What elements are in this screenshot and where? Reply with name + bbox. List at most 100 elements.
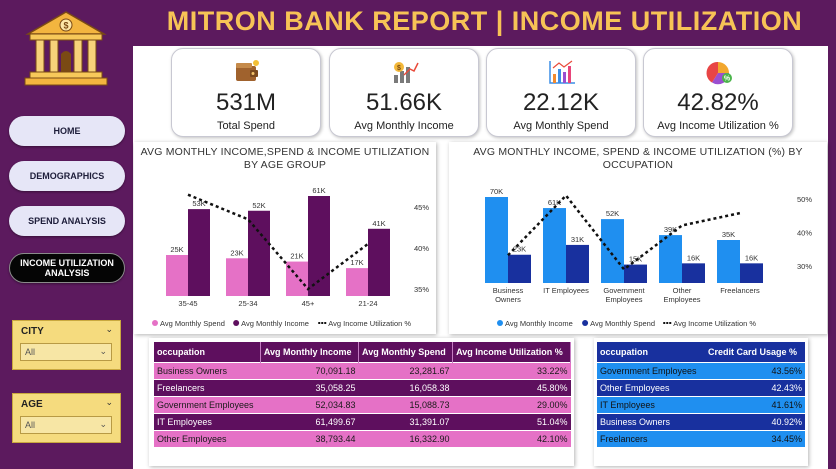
- data-label: 35K: [722, 230, 735, 239]
- table-cell: 70,091.18: [260, 361, 359, 379]
- x-tick-label: 45+: [302, 299, 315, 308]
- column-header[interactable]: Avg Monthly Income: [260, 342, 360, 362]
- table-header-row: occupation Avg Monthly Income Avg Monthly …: [154, 342, 571, 362]
- bar-avg-monthly-spend[interactable]: [624, 264, 647, 283]
- x-tick-label: Freelancers: [720, 286, 760, 295]
- column-header[interactable]: occupation: [597, 342, 705, 362]
- kpi-value: 42.82%: [677, 89, 759, 116]
- utilization-line[interactable]: [507, 193, 741, 272]
- y2-tick-label: 40%: [414, 244, 429, 253]
- table-row[interactable]: Other Employees 38,793.44 16,332.90 42.10%: [154, 429, 571, 447]
- bar-avg-monthly-spend[interactable]: [226, 258, 248, 296]
- table-cell: Government Employees: [597, 361, 705, 379]
- bar-avg-monthly-income[interactable]: [308, 196, 330, 296]
- y2-tick-label: 50%: [797, 195, 812, 204]
- bar-avg-monthly-income[interactable]: [188, 209, 210, 296]
- utilization-line[interactable]: [187, 193, 369, 291]
- data-label: 23K: [230, 248, 243, 257]
- legend-label: Avg Monthly Income: [505, 319, 573, 328]
- table-row[interactable]: Freelancers 34.45%: [597, 429, 805, 447]
- table-row[interactable]: Business Owners 40.92%: [597, 412, 805, 430]
- kpi-value: 51.66K: [365, 89, 443, 116]
- bar-avg-monthly-income[interactable]: [368, 228, 390, 296]
- nav-home-button[interactable]: HOME: [9, 116, 125, 146]
- table-cell: 15,088.73: [358, 395, 453, 413]
- table-row[interactable]: Freelancers 35,058.25 16,058.38 45.80%: [154, 378, 571, 396]
- pie-chart-icon: %: [706, 61, 732, 85]
- bar-avg-monthly-spend[interactable]: [740, 263, 763, 283]
- kpi-total-spend: 531M Total Spend: [171, 48, 321, 137]
- bar-avg-monthly-spend[interactable]: [508, 254, 531, 283]
- table-row[interactable]: Government Employees 52,034.83 15,088.73 29…: [154, 395, 571, 413]
- bar-avg-monthly-spend[interactable]: [346, 268, 368, 296]
- data-label: 25K: [170, 245, 183, 254]
- nav-demographics-button[interactable]: DEMOGRAPHICS: [9, 161, 125, 191]
- table-row[interactable]: Other Employees 42.43%: [597, 378, 805, 396]
- table-cell: IT Employees: [154, 412, 261, 430]
- table-cell: 16,058.38: [358, 378, 453, 396]
- nav-income-utilization-button[interactable]: INCOME UTILIZATION ANALYSIS: [9, 253, 125, 283]
- sidebar: $ HOME DEMOGRAPHICS SPEND ANALYSIS INCOM…: [0, 0, 133, 469]
- kpi-label: Total Spend: [216, 120, 276, 132]
- occupation-chart-panel: AVG MONTHLY INCOME, SPEND & INCOME UTILI…: [449, 142, 827, 334]
- y2-tick-label: 35%: [414, 285, 429, 294]
- kpi-label: Avg Income Utilization %: [657, 120, 779, 132]
- bar-avg-monthly-spend[interactable]: [566, 244, 589, 283]
- city-dropdown[interactable]: All ⌄: [20, 343, 112, 361]
- nav-income-label: INCOME UTILIZATION ANALYSIS: [20, 258, 114, 278]
- table-cell: 42.43%: [704, 378, 805, 396]
- nav-spend-analysis-button[interactable]: SPEND ANALYSIS: [9, 206, 125, 236]
- data-label: 17K: [350, 258, 363, 267]
- x-tick-label: Owners: [495, 295, 521, 304]
- bar-avg-monthly-spend[interactable]: [682, 263, 705, 283]
- svg-text:$: $: [63, 21, 68, 31]
- age-group-chart-title: AVG MONTHLY INCOME,SPEND & INCOME UTILIZ…: [140, 146, 430, 171]
- bar-avg-monthly-spend[interactable]: [286, 261, 308, 296]
- data-label: 52K: [252, 201, 265, 210]
- column-header[interactable]: Avg Monthly Spend: [358, 342, 454, 362]
- bar-chart-icon: [549, 60, 575, 84]
- table-cell: 34.45%: [704, 429, 805, 447]
- table-cell: 45.80%: [452, 378, 571, 396]
- bar-avg-monthly-income[interactable]: [659, 235, 682, 283]
- table-row[interactable]: Business Owners 70,091.18 23,281.67 33.22%: [154, 361, 571, 379]
- bar-avg-monthly-income[interactable]: [717, 240, 740, 283]
- column-header[interactable]: Avg Income Utilization %: [452, 342, 571, 362]
- legend-label: Avg Monthly Income: [241, 319, 309, 328]
- data-label: 52K: [606, 209, 619, 218]
- x-tick-label: 35-45: [178, 299, 197, 308]
- table-cell: 38,793.44: [260, 429, 359, 447]
- dropdown-arrow-icon: ⌄: [99, 346, 107, 356]
- table-row[interactable]: IT Employees 41.61%: [597, 395, 805, 413]
- wallet-icon: [236, 60, 259, 81]
- chevron-down-icon[interactable]: ⌄: [105, 324, 113, 334]
- table-cell: 41.61%: [704, 395, 805, 413]
- column-header[interactable]: occupation: [154, 342, 261, 362]
- data-label: 15K: [629, 255, 642, 264]
- table-row[interactable]: Government Employees 43.56%: [597, 361, 805, 379]
- age-dropdown[interactable]: All ⌄: [20, 416, 112, 434]
- table-cell: 16,332.90: [358, 429, 453, 447]
- occupation-chart-title: AVG MONTHLY INCOME, SPEND & INCOME UTILI…: [473, 146, 803, 171]
- bar-avg-monthly-income[interactable]: [485, 197, 508, 283]
- kpi-avg-income-utilization: % 42.82% Avg Income Utilization %: [643, 48, 793, 137]
- svg-text:$: $: [397, 65, 401, 72]
- bar-avg-monthly-income[interactable]: [601, 219, 624, 283]
- x-tick-label: Business: [493, 286, 524, 295]
- column-header[interactable]: Credit Card Usage %: [704, 342, 805, 362]
- chevron-down-icon[interactable]: ⌄: [105, 397, 113, 407]
- bar-avg-monthly-income[interactable]: [248, 210, 270, 296]
- city-slicer-label: CITY: [21, 326, 44, 337]
- data-label: 16K: [687, 253, 700, 262]
- table-row[interactable]: IT Employees 61,499.67 31,391.07 51.04%: [154, 412, 571, 430]
- table-cell: 43.56%: [704, 361, 805, 379]
- data-label: 70K: [490, 187, 503, 196]
- x-tick-label: IT Employees: [543, 286, 589, 295]
- y2-tick-label: 45%: [414, 203, 429, 212]
- bar-avg-monthly-spend[interactable]: [166, 255, 188, 296]
- y2-tick-label: 30%: [797, 262, 812, 271]
- table-cell: 29.00%: [452, 395, 571, 413]
- city-slicer: CITY ⌄ All ⌄: [12, 320, 121, 370]
- bar-avg-monthly-income[interactable]: [543, 208, 566, 283]
- kpi-label: Avg Monthly Income: [354, 120, 454, 132]
